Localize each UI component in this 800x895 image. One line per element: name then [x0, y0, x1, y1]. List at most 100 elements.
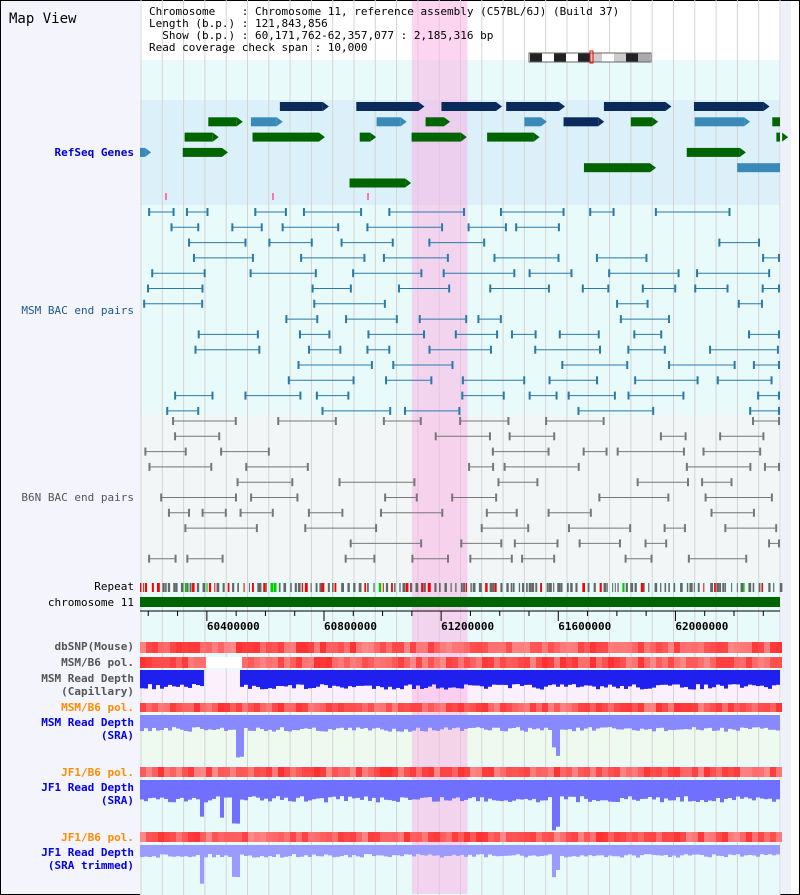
jf1-trimmed-depth-bar: [356, 845, 360, 857]
track-label-msm-pol[interactable]: MSM/B6 pol.: [61, 656, 134, 669]
gene-strand-arrow[interactable]: [405, 178, 412, 188]
gene-strand-arrow[interactable]: [322, 102, 329, 111]
msm-capillary-depth-bar: [324, 670, 328, 686]
msm-pol-sra-strip-cell: [500, 703, 506, 712]
b6n-bac-pair-end: [234, 417, 237, 425]
gene-strand-arrow[interactable]: [370, 132, 377, 142]
repeat-element: [494, 583, 497, 592]
repeat-element: [270, 583, 274, 592]
msm-pol-sra-strip-cell: [428, 703, 434, 712]
track-label-refseq[interactable]: RefSeq Genes: [54, 146, 134, 159]
dbsnp-strip-cell: [560, 642, 566, 653]
b6n-bac-pair-end: [174, 432, 177, 441]
dbsnp-strip-cell: [692, 642, 698, 653]
msm-bac-pair-end: [287, 376, 290, 385]
jf1-sra-depth-bar: [568, 780, 572, 797]
gene-strand-arrow[interactable]: [418, 102, 425, 111]
msm-pol-sra-strip-cell: [722, 703, 728, 712]
jf1-trimmed-depth-bar: [660, 845, 664, 856]
jf1-pol-trimmed-strip-cell: [524, 832, 530, 842]
track-label-msm-capillary[interactable]: MSM Read Depth (Capillary): [41, 672, 134, 698]
msm-sra-depth-bar: [748, 715, 752, 730]
gene-strand-arrow[interactable]: [739, 147, 746, 157]
msm-pol-strip-cell: [404, 657, 410, 668]
gene-strand-arrow[interactable]: [276, 117, 283, 127]
track-label-msm-bac[interactable]: MSM BAC end pairs: [21, 304, 134, 317]
gene-strand-arrow[interactable]: [145, 147, 152, 157]
repeat-element: [455, 583, 457, 592]
msm-capillary-depth-bar: [296, 670, 300, 685]
jf1-trimmed-depth-bar: [440, 845, 444, 858]
repeat-element: [334, 583, 337, 592]
msm-sra-depth-bar: [724, 715, 728, 732]
repeat-element: [409, 583, 413, 592]
gene-strand-arrow[interactable]: [222, 147, 229, 157]
jf1-sra-depth-bar: [664, 780, 668, 799]
gene-strand-arrow[interactable]: [763, 102, 770, 111]
msm-bac-pair-end: [557, 223, 560, 232]
dbsnp-strip-cell: [668, 642, 674, 653]
gene-strand-arrow[interactable]: [649, 163, 656, 173]
dbsnp-strip-cell: [656, 642, 662, 653]
track-label-dbsnp[interactable]: dbSNP(Mouse): [54, 640, 134, 653]
repeat-element: [156, 583, 160, 592]
jf1-pol-strip-cell: [278, 767, 284, 777]
gene-strand-arrow[interactable]: [236, 117, 243, 127]
gene-strand-arrow[interactable]: [533, 132, 540, 142]
track-label-msm-sra[interactable]: MSM Read Depth (SRA): [41, 716, 134, 742]
jf1-trimmed-depth-bar: [236, 845, 240, 878]
msm-capillary-depth-bar: [316, 670, 320, 687]
msm-sra-depth-bar: [408, 715, 412, 732]
track-label-jf1-sra[interactable]: JF1 Read Depth (SRA): [41, 781, 134, 807]
msm-pol-strip-cell: [470, 657, 476, 668]
jf1-sra-depth-bar: [312, 780, 316, 800]
msm-bac-pair-end: [496, 330, 499, 339]
jf1-trimmed-depth-bar: [392, 845, 396, 856]
jf1-trimmed-depth-bar: [616, 845, 620, 857]
msm-pol-strip-cell: [548, 657, 554, 668]
selection-highlight[interactable]: [411, 1, 468, 894]
msm-capillary-depth-bar: [724, 670, 728, 689]
jf1-pol-trimmed-strip-cell: [302, 832, 308, 842]
msm-pol-strip-cell: [554, 657, 560, 668]
track-label-b6n-bac[interactable]: B6N BAC end pairs: [21, 491, 134, 504]
track-label-jf1-pol-trimmed[interactable]: JF1/B6 pol.: [61, 831, 134, 844]
gene-strand-arrow[interactable]: [444, 117, 451, 127]
jf1-trimmed-depth-bar: [368, 845, 372, 855]
gene-strand-arrow[interactable]: [212, 132, 219, 142]
gene-strand-arrow[interactable]: [744, 117, 751, 127]
track-label-msm-pol-sra[interactable]: MSM/B6 pol.: [61, 701, 134, 714]
gene-strand-arrow[interactable]: [665, 102, 672, 111]
msm-pol-strip-cell: [464, 657, 470, 668]
gene-strand-arrow[interactable]: [460, 132, 467, 142]
jf1-trimmed-depth-bar: [384, 845, 388, 857]
jf1-pol-strip-cell: [272, 767, 278, 777]
jf1-trimmed-depth-bar: [668, 845, 672, 858]
gene-strand-arrow[interactable]: [400, 117, 407, 127]
gene-strand-arrow[interactable]: [318, 132, 325, 142]
msm-pol-strip-cell: [242, 657, 248, 668]
track-label-jf1-pol[interactable]: JF1/B6 pol.: [61, 766, 134, 779]
b6n-bac-pair-end: [730, 478, 733, 487]
msm-capillary-depth-bar: [480, 670, 484, 687]
gene-strand-arrow[interactable]: [559, 102, 566, 111]
msm-pol-strip-cell: [254, 657, 260, 668]
msm-pol-sra-strip-cell: [668, 703, 674, 712]
gene-strand-arrow[interactable]: [782, 132, 789, 142]
repeat-element: [673, 583, 676, 592]
jf1-sra-depth-bar: [692, 780, 696, 801]
gene: [208, 117, 237, 127]
msm-capillary-depth-bar: [744, 670, 748, 687]
b6n-bac-pair-end: [291, 478, 294, 487]
gene-strand-arrow[interactable]: [652, 117, 659, 127]
track-label-jf1-trimmed[interactable]: JF1 Read Depth (SRA trimmed): [41, 846, 134, 872]
gene-strand-arrow[interactable]: [540, 117, 547, 127]
gene-strand-arrow[interactable]: [598, 117, 605, 127]
msm-sra-depth-bar: [624, 715, 628, 729]
msm-pol-strip-cell: [392, 657, 398, 668]
msm-bac-pair-end: [515, 223, 518, 232]
jf1-pol-trimmed-strip-cell: [152, 832, 158, 842]
dbsnp-strip-cell: [614, 642, 620, 653]
gene-strand-arrow[interactable]: [496, 102, 503, 111]
